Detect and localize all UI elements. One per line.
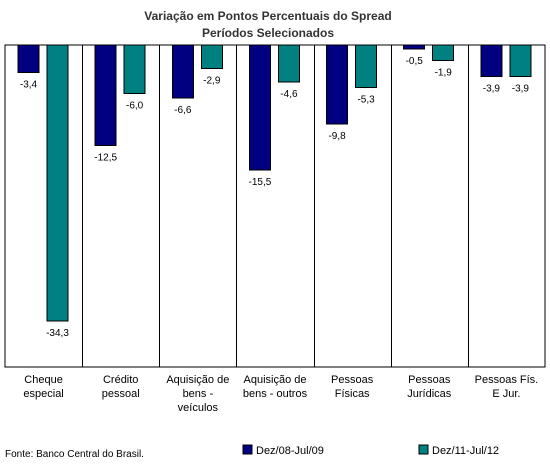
data-label: -3,9 — [512, 83, 530, 94]
data-label: -6,6 — [174, 105, 192, 116]
plot-area: -3,4 -12,5 -6,6 -15,5 -9,8 -0,5 -3,9 -34,3 -6,0 -… — [4, 44, 546, 414]
bar — [94, 44, 117, 147]
bar — [432, 44, 455, 61]
bar — [248, 44, 271, 171]
data-label: -3,4 — [20, 79, 38, 90]
bar — [123, 44, 146, 94]
data-label: -15,5 — [249, 177, 272, 188]
bar — [277, 44, 300, 83]
category-label: Aquisição de bens - outros — [243, 374, 308, 400]
bar — [46, 44, 69, 322]
data-label: -34,3 — [46, 328, 69, 339]
bar — [200, 44, 223, 69]
legend-swatch — [418, 444, 429, 455]
chart-subtitle: Períodos Selecionados — [202, 26, 334, 40]
bar — [480, 44, 503, 77]
plot-frame — [4, 44, 546, 368]
data-label: -3,9 — [483, 83, 501, 94]
category-label: Pessoas Jurídicas — [407, 374, 452, 400]
data-label: -0,5 — [406, 56, 424, 67]
bar — [355, 44, 378, 89]
data-label: -9,8 — [328, 131, 346, 142]
legend-label: Dez/08-Jul/09 — [256, 445, 324, 457]
legend-label: Dez/11-Jul/12 — [432, 445, 499, 457]
category-label: Pessoas Físicas — [331, 374, 374, 400]
bar — [171, 44, 194, 99]
data-label: -2,9 — [203, 75, 221, 86]
source-note: Fonte: Banco Central do Brasil. — [5, 449, 144, 460]
chart-title: Variação em Pontos Percentuais do Spread — [144, 9, 391, 23]
data-label: -6,0 — [126, 100, 144, 111]
legend: Dez/08-Jul/09 Dez/11-Jul/12 — [242, 444, 499, 457]
bar — [403, 44, 426, 50]
data-label: -12,5 — [94, 153, 117, 164]
category-label: Cheque especial — [23, 374, 63, 400]
data-label: -4,6 — [280, 89, 298, 100]
category-label: Pessoas Fís. E Jur. — [475, 374, 539, 400]
bar — [509, 44, 532, 77]
legend-swatch — [242, 444, 253, 455]
bar — [326, 44, 349, 125]
data-label: -5,3 — [357, 95, 375, 106]
bar — [17, 44, 40, 73]
data-label: -1,9 — [435, 67, 453, 78]
category-label: Crédito pessoal — [102, 374, 140, 400]
category-label: Aquisição de bens -veículos — [166, 374, 229, 414]
